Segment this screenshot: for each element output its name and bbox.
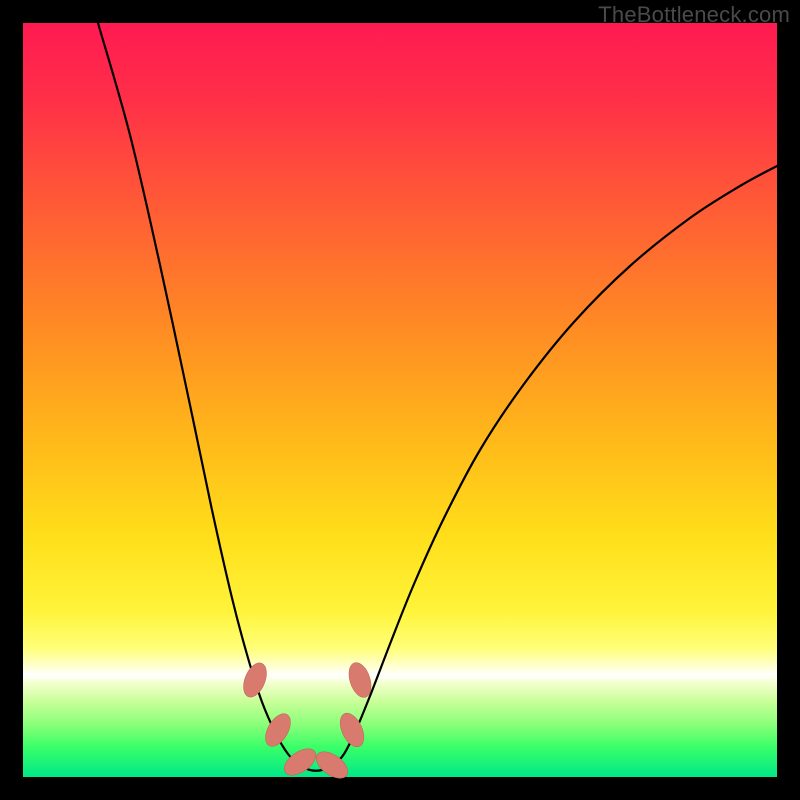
plot-area-gradient — [23, 23, 777, 777]
watermark-text: TheBottleneck.com — [598, 2, 790, 28]
bottleneck-chart — [0, 0, 800, 800]
chart-container: TheBottleneck.com — [0, 0, 800, 800]
